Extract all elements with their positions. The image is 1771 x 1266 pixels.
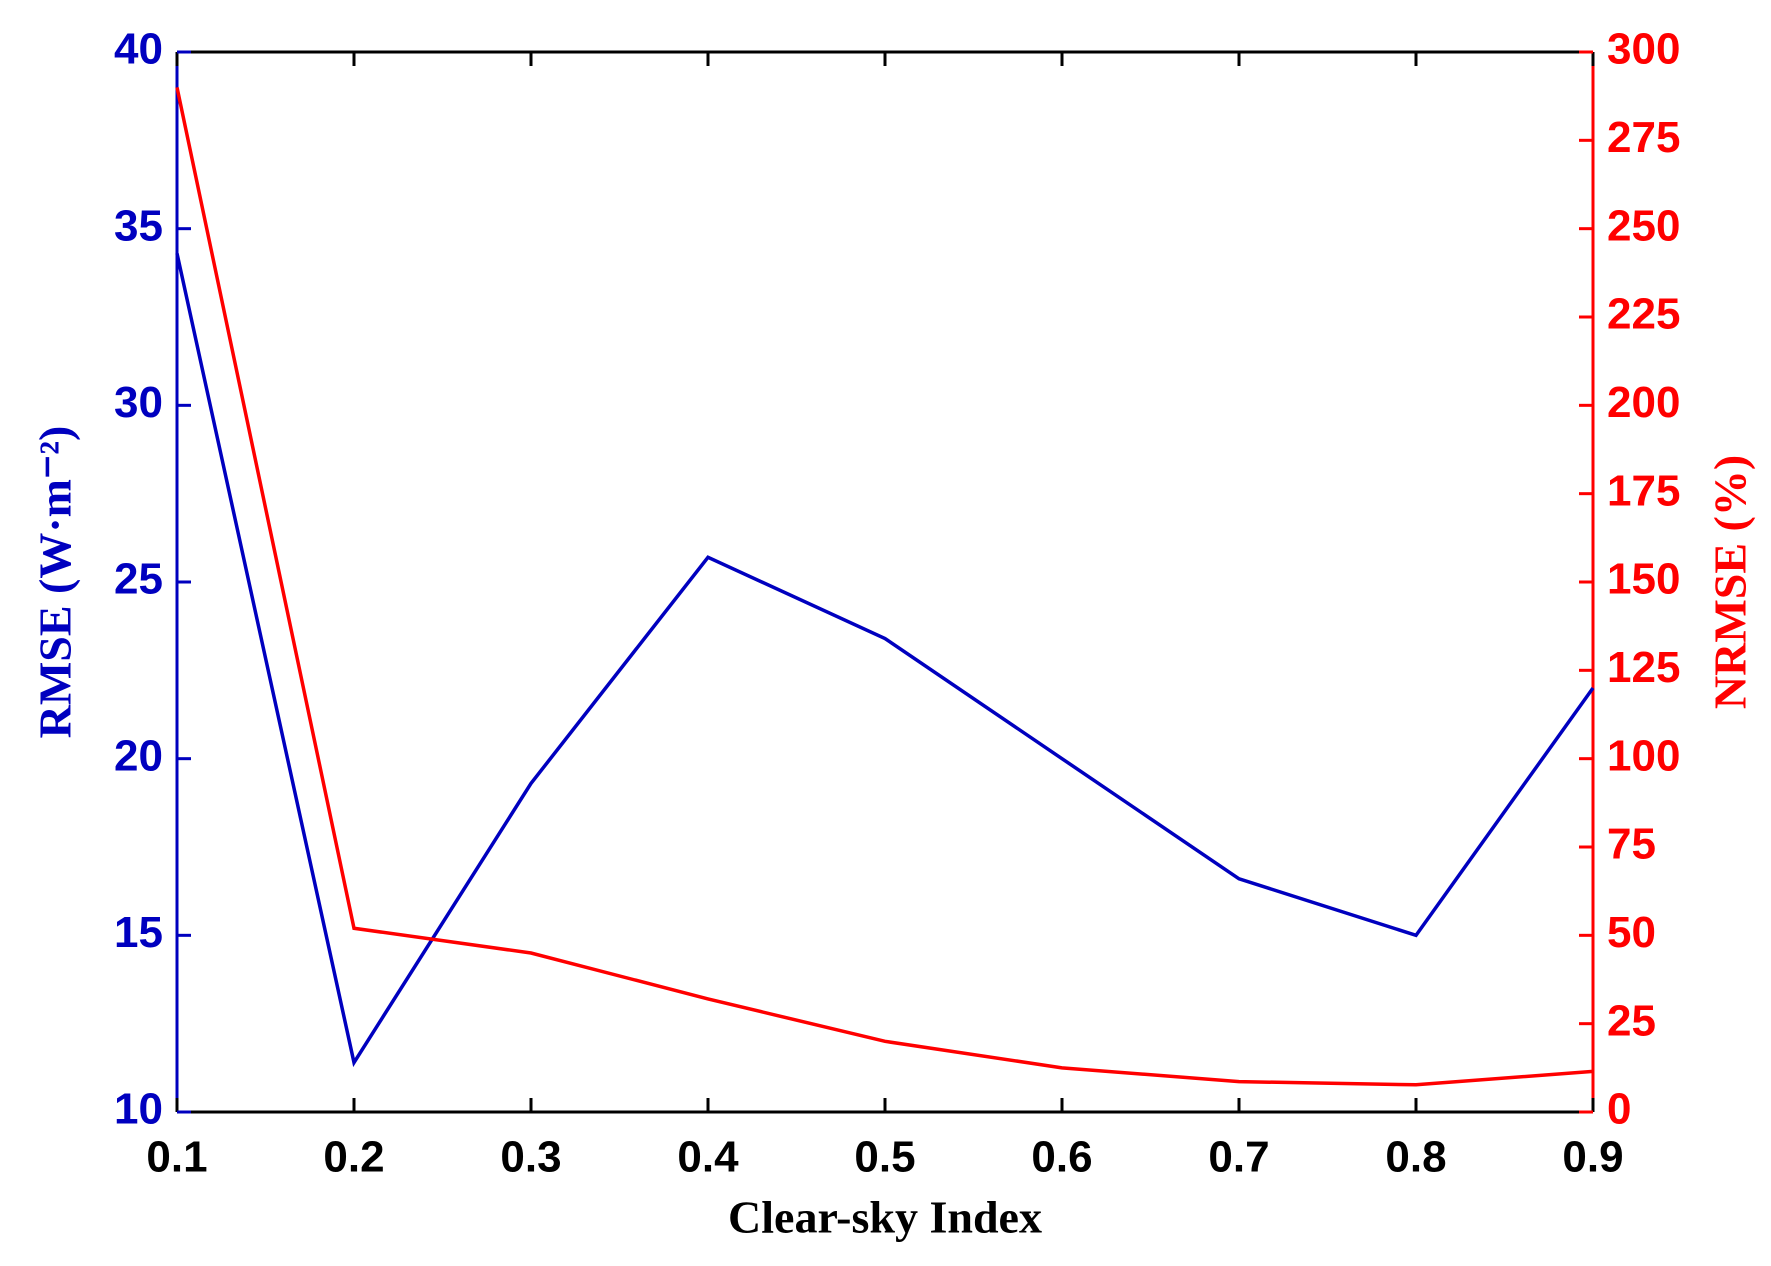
x-tick-label: 0.7	[1208, 1133, 1269, 1182]
x-tick-label: 0.2	[323, 1133, 384, 1182]
y-tick-label: 40	[114, 25, 163, 74]
x-tick-label: 0.8	[1385, 1133, 1446, 1182]
y2-tick-label: 50	[1607, 908, 1656, 957]
y-tick-label: 10	[114, 1085, 163, 1134]
y-tick-label: 20	[114, 731, 163, 780]
y2-tick-label: 150	[1607, 555, 1680, 604]
y2-tick-label: 300	[1607, 25, 1680, 74]
y-tick-label: 30	[114, 378, 163, 427]
x-tick-label: 0.6	[1031, 1133, 1092, 1182]
y2-tick-label: 25	[1607, 996, 1656, 1045]
y2-axis-label: NRMSE (%)	[1705, 455, 1756, 709]
x-tick-label: 0.1	[146, 1133, 207, 1182]
y-tick-label: 25	[114, 555, 163, 604]
y2-tick-label: 275	[1607, 113, 1680, 162]
data-line	[175, 253, 1595, 1068]
data-line	[175, 86, 1594, 1087]
y2-tick-label: 100	[1607, 731, 1680, 780]
y2-tick-label: 75	[1607, 820, 1656, 869]
y2-tick-label: 200	[1607, 378, 1680, 427]
y-axis-label: RMSE (W·m⁻²)	[30, 426, 81, 739]
y2-tick-label: 250	[1607, 201, 1680, 250]
x-tick-label: 0.3	[500, 1133, 561, 1182]
y2-tick-label: 175	[1607, 466, 1680, 515]
x-tick-label: 0.5	[854, 1133, 915, 1182]
y2-tick-label: 0	[1607, 1085, 1631, 1134]
y-tick-label: 15	[114, 908, 163, 957]
x-tick-label: 0.4	[677, 1133, 739, 1182]
y2-tick-label: 225	[1607, 290, 1680, 339]
x-axis-label: Clear-sky Index	[728, 1192, 1042, 1243]
y-tick-label: 35	[114, 201, 163, 250]
y2-tick-label: 125	[1607, 643, 1680, 692]
x-tick-label: 0.9	[1562, 1133, 1623, 1182]
